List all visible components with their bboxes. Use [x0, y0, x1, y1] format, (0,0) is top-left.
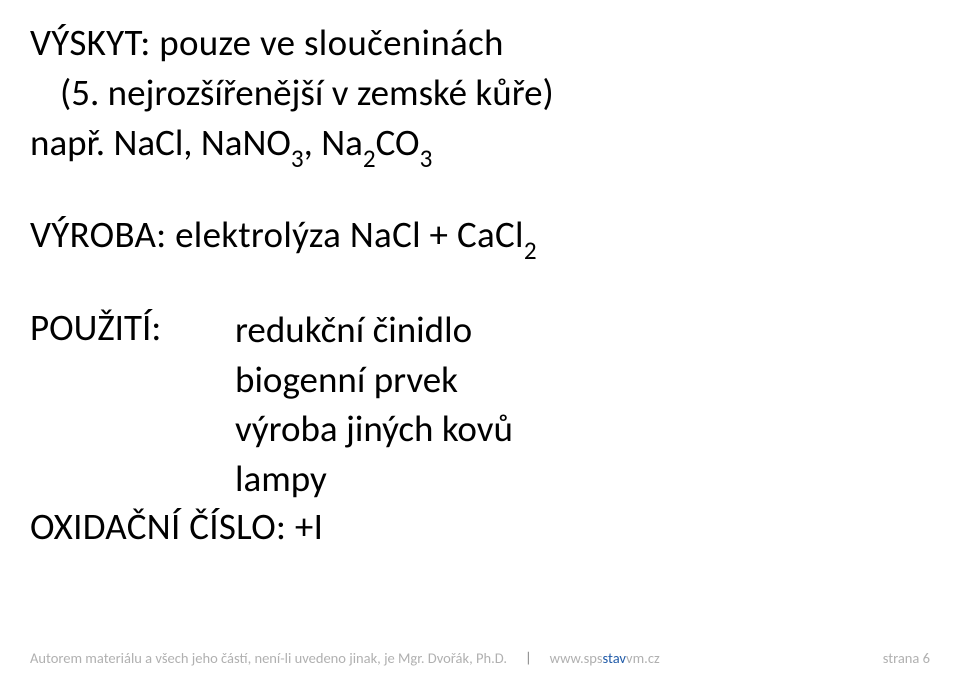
subscript: 3	[291, 143, 304, 174]
subscript: 2	[524, 235, 537, 266]
subscript: 3	[420, 143, 433, 174]
usage-items: redukční činidlo biogenní prvek výroba j…	[235, 305, 513, 505]
text-fragment: CO	[376, 120, 420, 165]
text-fragment: vm.cz	[626, 649, 660, 667]
text-fragment: např. NaCl, NaNO	[30, 120, 291, 165]
occurrence-examples: např. NaCl, NaNO3, Na2CO3	[30, 118, 930, 172]
usage-item: redukční činidlo	[235, 305, 513, 355]
text-fragment: , Na	[304, 120, 363, 165]
occurrence-line-1: VÝSKYT: pouze ve sloučeninách	[30, 18, 930, 68]
text-fragment: VÝROBA: elektrolýza NaCl + CaCl	[30, 212, 524, 257]
subscript: 2	[363, 143, 376, 174]
usage-row: POUŽITÍ: redukční činidlo biogenní prvek…	[30, 305, 930, 505]
footer: Autorem materiálu a všech jeho částí, ne…	[30, 649, 930, 667]
text-fragment: www.sps	[550, 649, 603, 667]
footer-author: Autorem materiálu a všech jeho částí, ne…	[30, 649, 507, 667]
text-fragment: stav	[603, 649, 627, 667]
footer-separator: |	[525, 648, 532, 666]
usage-item: biogenní prvek	[235, 355, 513, 405]
usage-block: POUŽITÍ: redukční činidlo biogenní prvek…	[30, 305, 930, 505]
spacer	[30, 172, 930, 212]
slide-content: VÝSKYT: pouze ve sloučeninách (5. nejroz…	[0, 0, 960, 549]
usage-item: lampy	[235, 454, 513, 504]
usage-item: výroba jiných kovů	[235, 404, 513, 454]
footer-page-number: strana 6	[883, 649, 930, 667]
spacer	[30, 263, 930, 305]
production-line: VÝROBA: elektrolýza NaCl + CaCl2	[30, 212, 930, 262]
usage-label: POUŽITÍ:	[30, 305, 235, 505]
occurrence-line-2: (5. nejrozšířenější v zemské kůře)	[30, 68, 930, 118]
oxidation-number-line: OXIDAČNÍ ČÍSLO: +I	[30, 504, 930, 549]
footer-url: www.spsstavvm.cz	[550, 649, 660, 667]
